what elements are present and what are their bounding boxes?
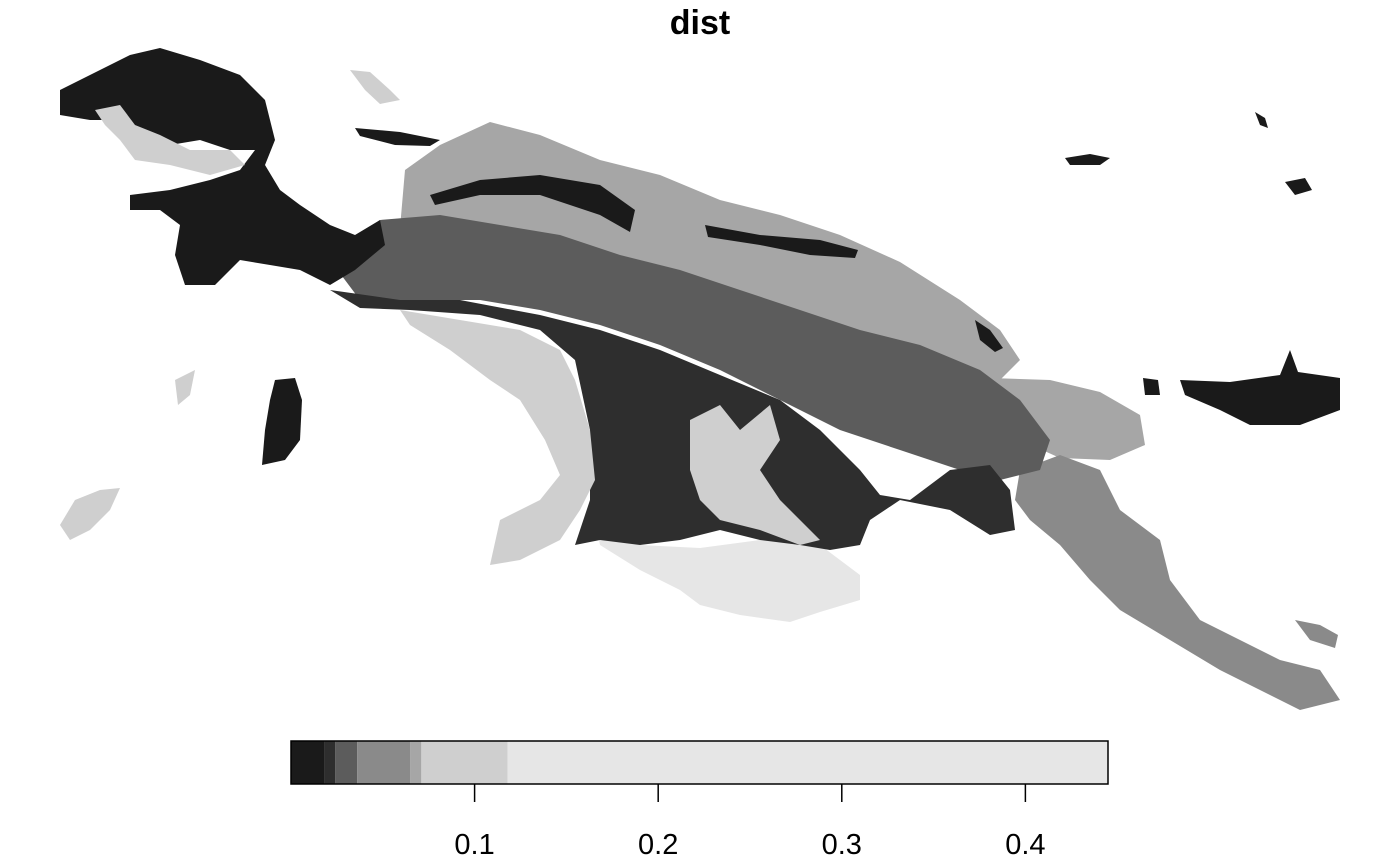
- island-west-1: [262, 378, 302, 465]
- zone-birds-head: [60, 48, 385, 285]
- legend-frame: [290, 740, 1109, 785]
- legend-bin-5: [421, 741, 508, 784]
- zone-central-range: [330, 215, 1050, 480]
- island-east-small-3: [1143, 378, 1160, 395]
- map-layer: [60, 48, 1340, 710]
- island-east-large: [1180, 350, 1340, 425]
- legend-bin-3: [357, 741, 411, 784]
- zone-south-lowland: [330, 290, 1015, 550]
- island-east-small-2: [1285, 178, 1312, 195]
- zone-south-plain-center: [690, 405, 820, 545]
- legend-tick-label-2: 0.3: [822, 829, 862, 861]
- island-east-tip: [1295, 620, 1338, 648]
- legend-bin-0: [291, 741, 325, 784]
- ridge-north-1: [430, 175, 635, 232]
- island-north-light: [350, 70, 400, 104]
- legend-tick-label-0: 0.1: [454, 829, 494, 861]
- legend-tick-label-1: 0.2: [638, 829, 678, 861]
- island-southwest-2: [175, 370, 195, 405]
- legend-bin-1: [324, 741, 336, 784]
- island-north-small: [355, 128, 440, 146]
- legend-colorbar: 0.1 0.2 0.3 0.4: [290, 740, 1109, 861]
- island-southwest-1: [60, 488, 120, 540]
- island-east-small-1: [1065, 154, 1110, 165]
- zone-south-plain-west: [400, 310, 595, 565]
- zone-birds-head-light: [95, 105, 245, 175]
- legend-bin-4: [410, 741, 422, 784]
- zone-south-coast: [595, 520, 860, 622]
- plot-title: dist: [669, 4, 731, 42]
- ridge-north-2: [705, 225, 858, 258]
- legend-bin-6: [507, 741, 1108, 784]
- legend-bin-2: [335, 741, 358, 784]
- island-east-small-4: [975, 320, 1003, 352]
- legend-tick-label-3: 0.4: [1005, 829, 1045, 861]
- zone-southeast-peninsula: [1015, 455, 1340, 710]
- island-east-small-5: [1255, 112, 1268, 128]
